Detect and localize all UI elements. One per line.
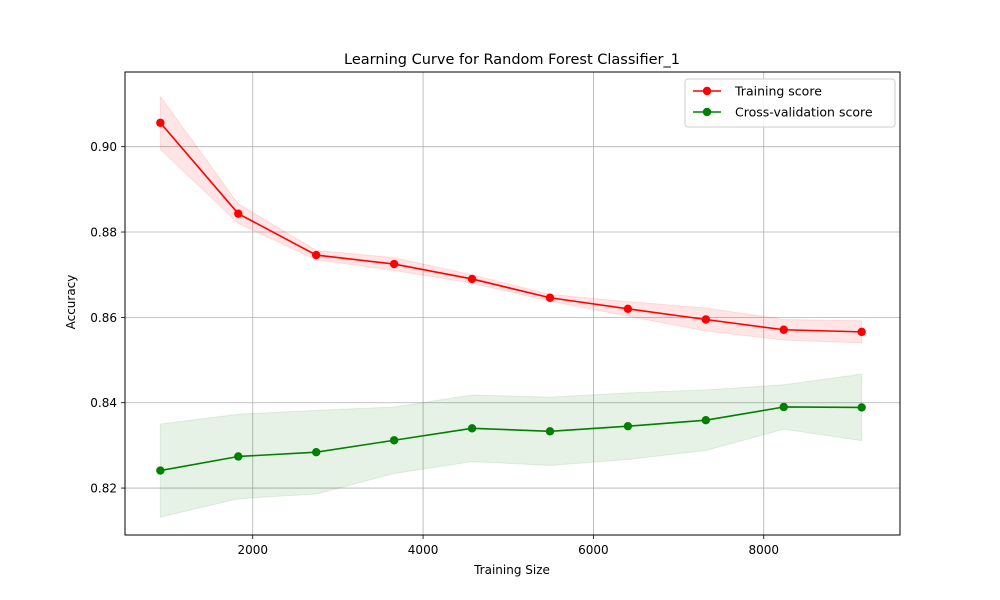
cross-validation-point: [467, 424, 477, 433]
cross-validation-line: [160, 406, 862, 472]
cross-validation-point: [389, 436, 399, 445]
cross-validation-point: [312, 448, 321, 457]
x-tick-label: 6000: [578, 543, 609, 557]
training-point: [234, 209, 243, 218]
legend-marker-cross-validation: [702, 107, 712, 117]
chart-title: Learning Curve for Random Forest Classif…: [344, 52, 680, 68]
x-axis-label: Training Size: [473, 563, 550, 577]
training-point: [467, 274, 477, 284]
training-point: [389, 259, 399, 269]
training-point: [701, 315, 711, 324]
x-tick-label: 2000: [237, 543, 268, 557]
series-points: [156, 118, 866, 475]
y-axis-ticks: 0.82 0.84 0.86 0.88 0.90: [90, 140, 125, 496]
x-tick-label: 4000: [408, 543, 439, 557]
x-axis-ticks: 2000 4000 6000 8000: [237, 535, 779, 557]
training-point: [779, 325, 788, 334]
y-tick-label: 0.86: [90, 311, 117, 325]
cross-validation-point: [623, 421, 633, 431]
axes-frame: [124, 71, 901, 536]
cross-validation-point: [857, 403, 866, 412]
cross-validation-point: [156, 466, 165, 475]
legend-label-cross-validation: Cross-validation score: [735, 105, 873, 120]
series-lines: [159, 122, 862, 472]
cross-validation-point: [545, 427, 555, 436]
legend-box: [684, 78, 896, 128]
training-line: [159, 122, 862, 333]
training-point: [156, 118, 165, 127]
y-axis-label: Accuracy: [64, 275, 78, 330]
y-tick-label: 0.82: [90, 482, 117, 496]
y-tick-label: 0.90: [90, 140, 117, 154]
cross-validation-point: [701, 416, 711, 425]
legend: Training score Cross-validation score: [684, 78, 896, 128]
cross-validation-point: [234, 452, 243, 461]
y-tick-label: 0.84: [90, 396, 117, 410]
legend-marker-training: [702, 86, 712, 96]
y-tick-label: 0.88: [90, 226, 117, 240]
training-std-band: [159, 94, 863, 344]
training-point: [623, 304, 633, 314]
training-point: [545, 293, 555, 302]
confidence-bands: [159, 94, 863, 518]
x-tick-label: 8000: [748, 543, 779, 557]
cross-validation-std-band: [159, 373, 863, 518]
legend-label-training: Training score: [734, 84, 822, 99]
training-point: [312, 250, 321, 260]
training-point: [857, 327, 866, 337]
cross-validation-point: [779, 402, 788, 412]
